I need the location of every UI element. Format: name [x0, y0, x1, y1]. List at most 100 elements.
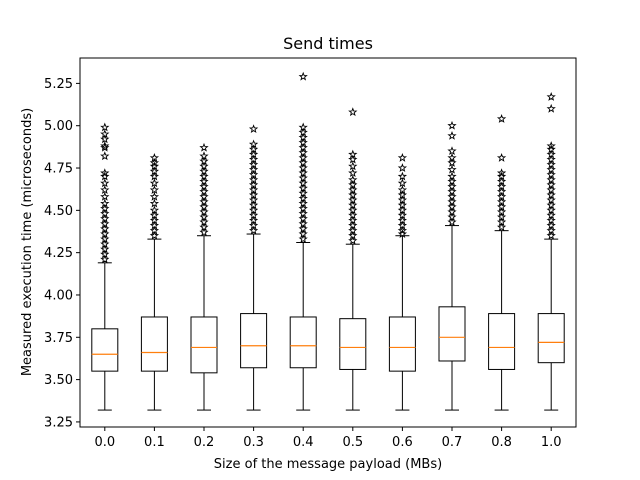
outlier-marker: [100, 218, 110, 228]
outlier-marker: [298, 229, 308, 238]
outlier-marker: [100, 249, 110, 259]
outlier-marker: [298, 224, 308, 233]
outlier-marker: [298, 163, 308, 172]
outlier-marker: [248, 225, 259, 235]
outlier-marker: [149, 210, 160, 220]
outlier-marker: [199, 151, 209, 161]
x-tick-label: 0.3: [243, 435, 264, 450]
outlier-marker: [100, 122, 110, 132]
outlier-marker: [496, 176, 507, 186]
outlier-marker: [248, 185, 259, 194]
outlier-marker: [348, 107, 358, 117]
outlier-marker: [298, 234, 308, 244]
outlier-marker: [100, 254, 110, 264]
outlier-marker: [298, 178, 308, 188]
outlier-marker: [298, 132, 308, 142]
outlier-marker: [298, 188, 308, 198]
box-0.4: [289, 71, 317, 411]
outlier-marker: [298, 71, 308, 81]
outlier-marker: [199, 186, 209, 196]
outlier-marker: [248, 180, 259, 189]
outlier-marker: [298, 208, 308, 218]
outlier-marker: [348, 205, 358, 215]
outlier-marker: [447, 212, 457, 222]
y-tick-label: 3.75: [44, 331, 73, 346]
y-tick-label: 4.25: [44, 246, 73, 261]
outlier-marker: [447, 130, 457, 140]
x-tick-label: 0.2: [194, 435, 215, 450]
outlier-marker: [348, 235, 358, 245]
outlier-marker: [546, 103, 556, 113]
outlier-marker: [298, 193, 308, 203]
outlier-marker: [496, 152, 507, 162]
outlier-marker: [496, 207, 507, 216]
outlier-marker: [348, 174, 358, 184]
outlier-marker: [298, 198, 308, 208]
outlier-marker: [546, 169, 556, 179]
x-tick-label: 0.8: [491, 435, 512, 450]
outlier-marker: [100, 178, 110, 188]
outlier-marker: [546, 195, 556, 205]
outlier-marker: [199, 166, 209, 176]
outlier-marker: [348, 210, 358, 220]
box-1.0: [537, 92, 565, 411]
outlier-marker: [100, 208, 110, 218]
outlier-marker: [100, 239, 110, 249]
outlier-marker: [496, 186, 507, 196]
outlier-marker: [149, 171, 160, 181]
outlier-marker: [248, 149, 259, 159]
outlier-marker: [248, 205, 259, 215]
outlier-marker: [248, 139, 259, 149]
box-0.0: [91, 122, 119, 411]
outlier-marker: [199, 227, 209, 237]
iqr-box: [190, 316, 218, 374]
outlier-marker: [348, 220, 358, 230]
outlier-marker: [149, 158, 160, 167]
x-tick-label: 0.5: [342, 435, 363, 450]
outlier-marker: [546, 210, 556, 220]
outlier-marker: [447, 152, 457, 162]
outlier-marker: [496, 212, 507, 222]
outlier-marker: [100, 129, 110, 139]
outlier-marker: [447, 186, 457, 196]
outlier-marker: [397, 225, 408, 235]
outlier-marker: [546, 159, 556, 169]
outlier-marker: [149, 178, 160, 188]
outlier-marker: [100, 151, 110, 161]
outlier-marker: [546, 149, 556, 159]
outlier-marker: [248, 190, 259, 200]
outlier-marker: [447, 158, 457, 167]
outlier-marker: [348, 149, 358, 159]
outlier-marker: [298, 152, 308, 162]
outlier-marker: [496, 191, 507, 201]
outlier-marker: [298, 127, 308, 137]
outlier-marker: [348, 190, 358, 200]
outlier-marker: [248, 200, 259, 210]
outlier-marker: [397, 185, 408, 194]
outlier-marker: [149, 185, 160, 194]
outlier-marker: [100, 213, 110, 223]
y-axis-label: Measured execution time (microseconds): [20, 108, 35, 376]
outlier-marker: [199, 207, 209, 216]
outlier-marker: [397, 152, 408, 162]
outlier-marker: [100, 168, 110, 178]
outlier-marker: [298, 218, 308, 228]
x-tick-label: 0.0: [94, 435, 115, 450]
outlier-marker: [447, 176, 457, 186]
outlier-marker: [397, 210, 408, 220]
iqr-box: [140, 316, 168, 372]
box-0.2: [190, 142, 218, 411]
outlier-marker: [199, 196, 209, 206]
outlier-marker: [199, 156, 209, 166]
outlier-marker: [199, 181, 209, 191]
outlier-marker: [100, 142, 110, 152]
outlier-marker: [248, 195, 259, 205]
outlier-marker: [248, 144, 259, 154]
outlier-marker: [397, 178, 408, 188]
outlier-marker: [546, 154, 556, 164]
outlier-marker: [397, 163, 408, 172]
outlier-marker: [348, 180, 358, 189]
outlier-marker: [100, 134, 110, 144]
outlier-marker: [100, 191, 110, 201]
